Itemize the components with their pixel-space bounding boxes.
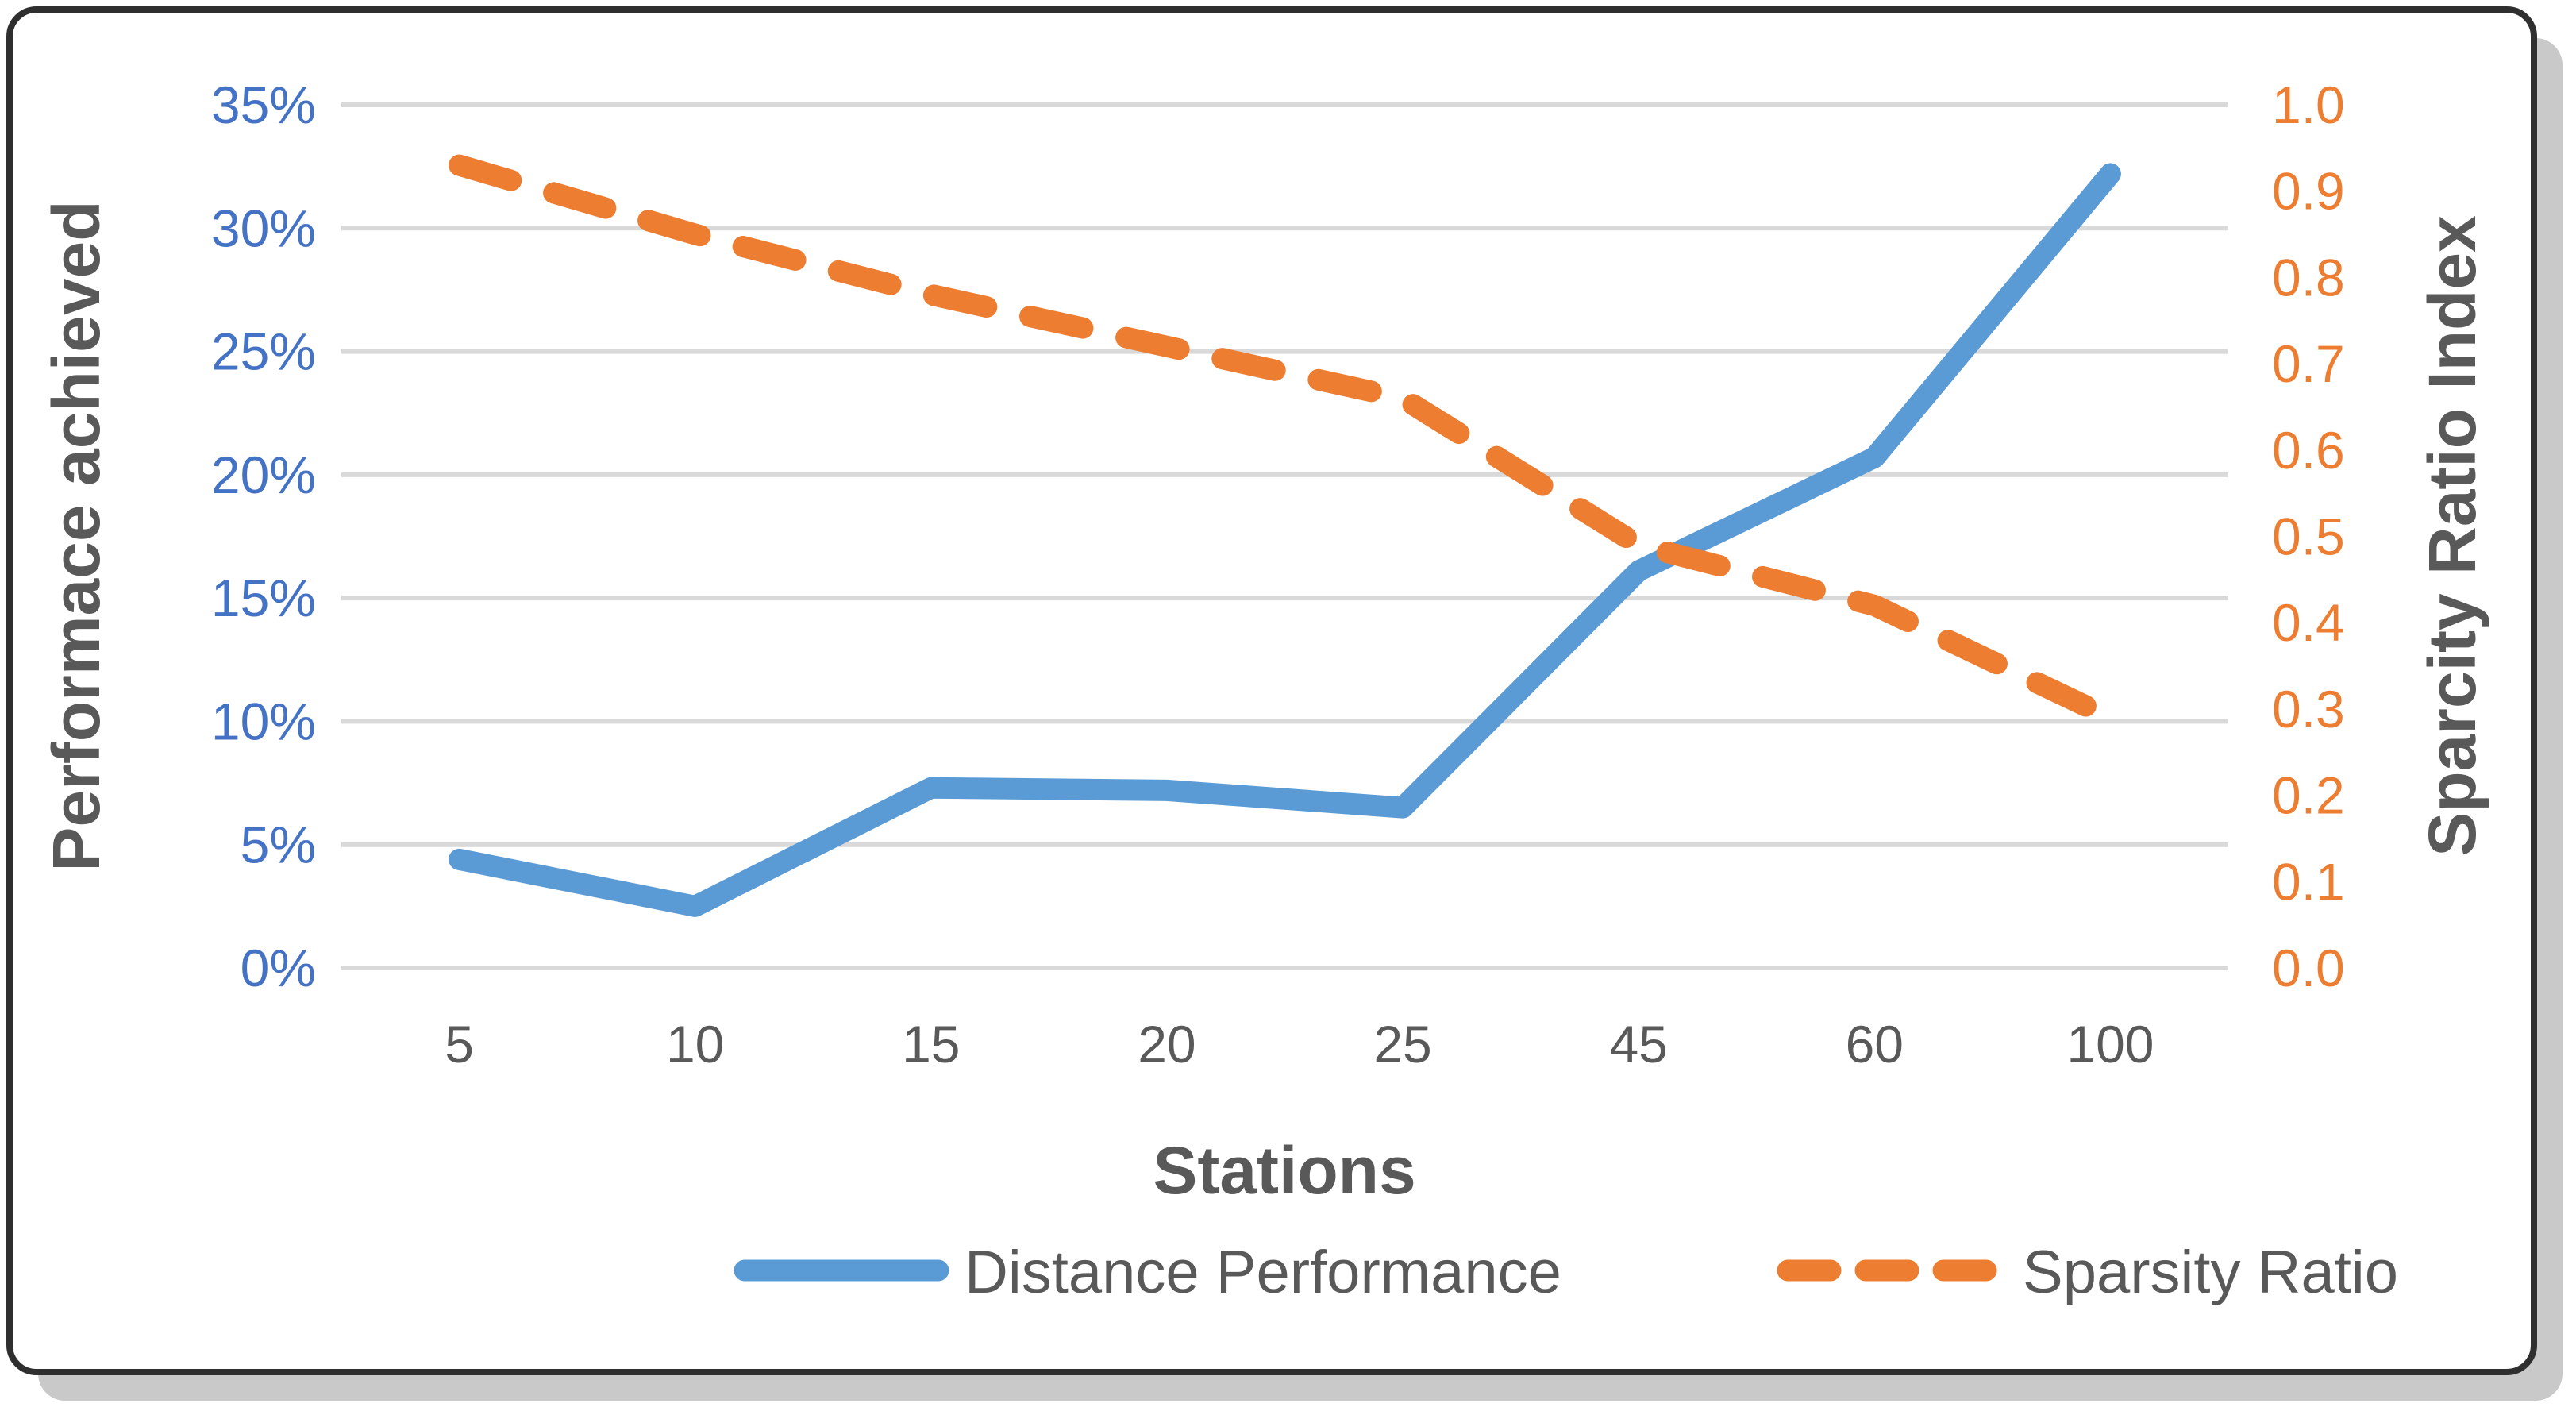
y-axis-right-ticks: 0.0 0.1 0.2 0.3 0.4 0.5 0.6 0.7 0.8 0.9 1.0 [2272, 75, 2345, 997]
y-axis-left-ticks: 0% 5% 10% 15% 20% 25% 30% 35% [211, 75, 316, 997]
legend-label-distance-performance: Distance Performance [965, 1239, 1561, 1306]
x-axis-tick-label: 60 [1846, 1015, 1904, 1074]
y-axis-right-tick-label: 0.7 [2272, 334, 2345, 393]
y-axis-right-tick-label: 0.1 [2272, 852, 2345, 911]
y-axis-left-tick-label: 30% [211, 199, 316, 257]
x-axis-tick-label: 5 [445, 1015, 474, 1074]
x-axis-title: Stations [1153, 1133, 1415, 1208]
y-axis-right-tick-label: 0.5 [2272, 507, 2345, 566]
series-line-sparsity-ratio [449, 154, 2121, 729]
y-axis-left-tick-label: 25% [211, 322, 316, 381]
x-axis-tick-label: 45 [1609, 1015, 1667, 1074]
y-axis-right-title: Sparcity Ratio Index [2415, 215, 2489, 857]
y-axis-left-tick-label: 20% [211, 445, 316, 504]
y-axis-right-tick-label: 0.9 [2272, 162, 2345, 221]
series-line-distance-performance [449, 163, 2121, 917]
x-axis-tick-label: 20 [1138, 1015, 1196, 1074]
x-axis-tick-label: 15 [902, 1015, 960, 1074]
y-axis-left-tick-label: 0% [241, 939, 316, 997]
y-axis-right-tick-label: 1.0 [2272, 75, 2345, 134]
y-axis-right-tick-label: 0.3 [2272, 680, 2345, 738]
x-axis-tick-label: 10 [666, 1015, 724, 1074]
y-axis-left-tick-label: 35% [211, 75, 316, 134]
y-axis-right-tick-label: 0.6 [2272, 421, 2345, 480]
y-axis-right-tick-label: 0.2 [2272, 766, 2345, 825]
legend: Distance Performance Sparsity Ratio [734, 1239, 2398, 1306]
y-axis-left-tick-label: 5% [241, 815, 316, 874]
y-axis-right-tick-label: 0.4 [2272, 593, 2345, 652]
legend-label-sparsity-ratio: Sparsity Ratio [2023, 1239, 2398, 1306]
x-axis-ticks: 5 10 15 20 25 45 60 100 [445, 1015, 2154, 1074]
gridlines [341, 102, 2228, 970]
y-axis-right-tick-label: 0.8 [2272, 248, 2345, 306]
y-axis-left-tick-label: 15% [211, 569, 316, 627]
y-axis-left-title: Performace achieved [39, 200, 114, 871]
series-lines [449, 154, 2121, 917]
x-axis-tick-label: 25 [1373, 1015, 1431, 1074]
y-axis-left-tick-label: 10% [211, 692, 316, 750]
x-axis-tick-label: 100 [2066, 1015, 2154, 1074]
y-axis-right-tick-label: 0.0 [2272, 939, 2345, 997]
